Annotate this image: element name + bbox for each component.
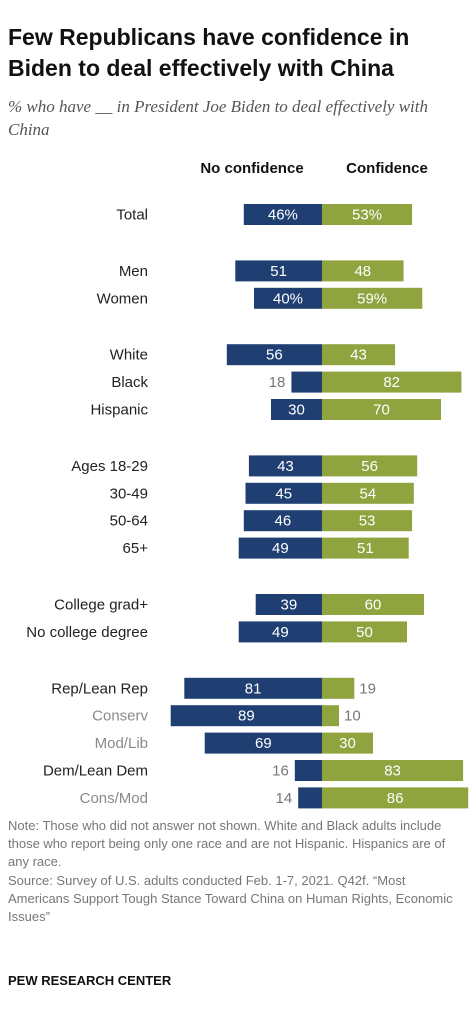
value-label-no-confidence: 45	[275, 485, 292, 502]
bar-no-confidence	[235, 260, 322, 282]
bar-no-confidence	[238, 537, 322, 559]
bar-no-confidence	[248, 455, 322, 477]
category-label: Ages 18-29	[71, 458, 148, 475]
value-label-confidence: 86	[387, 790, 404, 807]
category-label: Mod/Lib	[95, 735, 148, 752]
bar-no-confidence	[298, 787, 322, 809]
value-label-confidence: 48	[354, 263, 371, 280]
chart-rows: Total 46% 53% Men 51 48 Women 40% 59% White 56 43 Bl…	[26, 204, 469, 809]
category-label: Conserv	[92, 708, 148, 725]
bar-no-confidence	[254, 287, 322, 309]
value-label-no-confidence: 49	[272, 624, 289, 641]
category-label: Cons/Mod	[80, 790, 148, 807]
value-label-no-confidence: 40%	[273, 290, 303, 307]
bar-confidence	[322, 760, 464, 781]
value-label-no-confidence: 46%	[268, 207, 298, 224]
bar-no-confidence	[226, 344, 322, 366]
category-label: Dem/Lean Dem	[43, 763, 148, 780]
value-label-confidence: 30	[339, 735, 356, 752]
value-label-confidence: 53	[359, 513, 376, 530]
bar-confidence	[322, 621, 407, 643]
bar-no-confidence	[291, 371, 322, 393]
bar-no-confidence	[204, 732, 322, 754]
bar-no-confidence	[238, 621, 322, 643]
bar-no-confidence	[170, 705, 322, 727]
value-label-no-confidence: 18	[269, 374, 286, 391]
category-label: Hispanic	[90, 402, 148, 419]
value-label-confidence: 50	[356, 624, 373, 641]
bar-confidence	[322, 705, 339, 727]
legend-confidence: Confidence	[346, 160, 428, 177]
value-label-confidence: 60	[365, 597, 382, 614]
bar-confidence	[322, 344, 396, 366]
category-label: White	[110, 347, 148, 364]
value-label-confidence: 54	[360, 485, 377, 502]
category-label: 50-64	[110, 513, 148, 530]
bar-confidence	[322, 482, 414, 504]
value-label-no-confidence: 46	[275, 513, 292, 530]
category-label: Women	[97, 290, 148, 307]
chart-title: Few Republicans have confidence in Biden…	[8, 24, 410, 81]
bar-confidence	[322, 732, 373, 754]
value-label-confidence: 51	[357, 540, 374, 557]
bar-confidence	[322, 455, 418, 477]
value-label-confidence: 43	[350, 347, 367, 364]
value-label-no-confidence: 69	[255, 735, 272, 752]
category-label: College grad+	[54, 597, 148, 614]
value-label-no-confidence: 81	[245, 680, 262, 697]
chart-source: Source: Survey of U.S. adults conducted …	[8, 873, 453, 924]
bar-confidence	[322, 787, 469, 809]
value-label-no-confidence: 30	[288, 402, 305, 419]
bar-confidence	[322, 371, 462, 393]
value-label-no-confidence: 51	[270, 263, 287, 280]
diverging-bar-chart: No confidence Confidence Total 46% 53% Men 5…	[26, 160, 469, 809]
value-label-no-confidence: 43	[277, 458, 294, 475]
bar-no-confidence	[243, 204, 322, 225]
value-label-no-confidence: 49	[272, 540, 289, 557]
bar-confidence	[322, 399, 441, 420]
bar-no-confidence	[184, 677, 322, 699]
value-label-no-confidence: 89	[238, 708, 255, 725]
bar-no-confidence	[243, 510, 322, 532]
value-label-no-confidence: 14	[276, 790, 293, 807]
category-label: 30-49	[110, 485, 148, 502]
bar-no-confidence	[294, 760, 322, 781]
brand-name: PEW RESEARCH CENTER	[8, 973, 172, 988]
bar-confidence	[322, 204, 413, 225]
chart-subtitle: % who have __ in President Joe Biden to …	[8, 97, 428, 139]
bar-no-confidence	[255, 594, 322, 615]
bar-confidence	[322, 510, 413, 532]
category-label: No college degree	[26, 624, 148, 641]
value-label-confidence: 83	[384, 763, 401, 780]
category-label: 65+	[123, 540, 149, 557]
chart-note: Note: Those who did not answer not shown…	[8, 818, 446, 869]
value-label-no-confidence: 16	[272, 763, 289, 780]
category-label: Black	[111, 374, 148, 391]
category-label: Men	[119, 263, 148, 280]
value-label-confidence: 70	[373, 402, 390, 419]
value-label-confidence: 19	[359, 680, 376, 697]
bar-no-confidence	[245, 482, 322, 504]
legend-no-confidence: No confidence	[200, 160, 303, 177]
value-label-confidence: 82	[383, 374, 400, 391]
bar-confidence	[322, 677, 355, 699]
value-label-no-confidence: 39	[281, 597, 298, 614]
bar-confidence	[322, 537, 409, 559]
bar-confidence	[322, 594, 424, 615]
bar-confidence	[322, 287, 423, 309]
bar-confidence	[322, 260, 404, 282]
value-label-confidence: 10	[344, 708, 361, 725]
value-label-confidence: 53%	[352, 207, 382, 224]
value-label-confidence: 56	[361, 458, 378, 475]
value-label-no-confidence: 56	[266, 347, 283, 364]
category-label: Rep/Lean Rep	[51, 680, 148, 697]
bar-no-confidence	[271, 399, 322, 420]
value-label-confidence: 59%	[357, 290, 387, 307]
category-label: Total	[116, 207, 148, 224]
